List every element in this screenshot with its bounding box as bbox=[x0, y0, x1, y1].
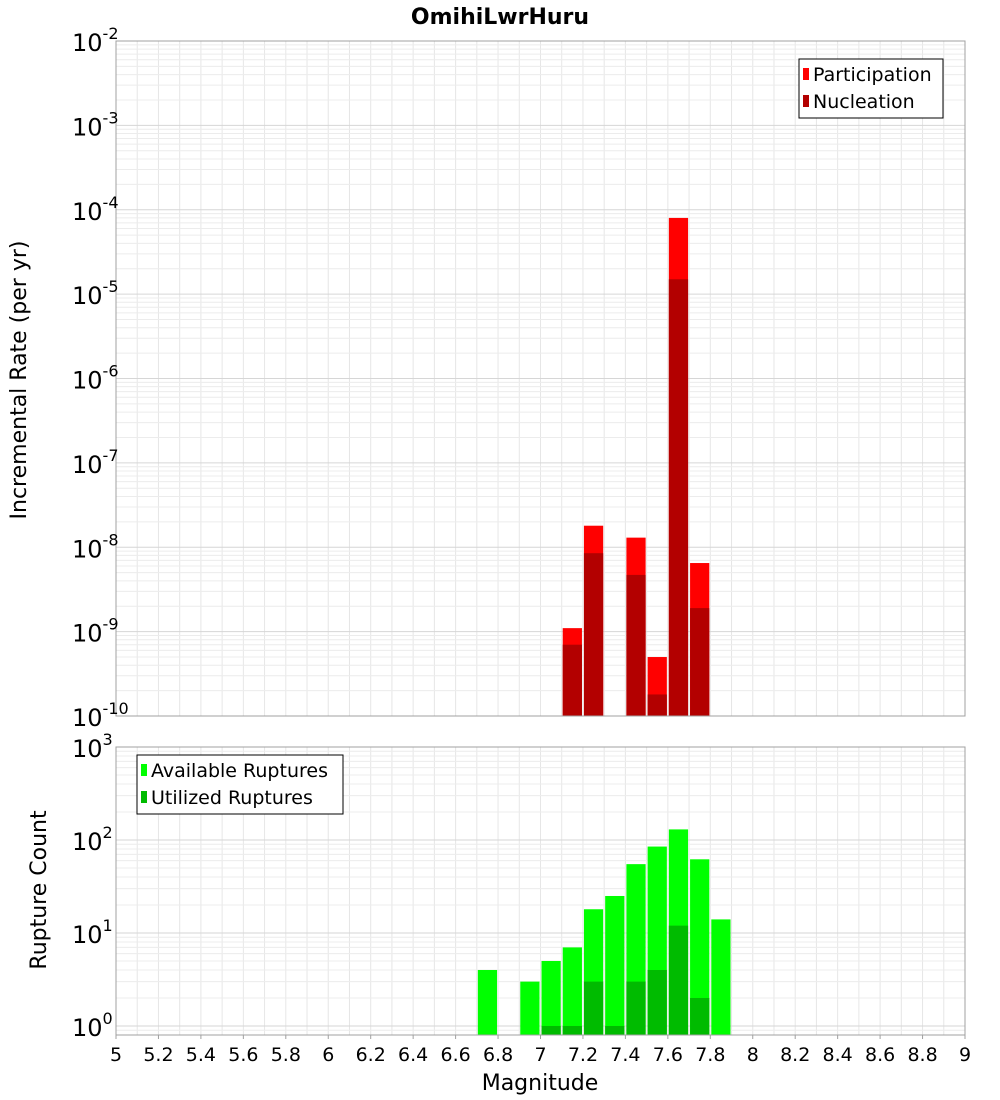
bottom-bar-utilized-ruptures bbox=[690, 997, 710, 1035]
bottom-bar-utilized-ruptures bbox=[562, 1025, 582, 1035]
bottom-y-tick-exponent: 0 bbox=[103, 1009, 113, 1028]
top-plot-border bbox=[115, 40, 966, 717]
x-tick-label: 5 bbox=[110, 1044, 122, 1066]
top-plot-area bbox=[115, 40, 966, 717]
top-y-tick-label: 10-10 bbox=[72, 699, 129, 732]
x-tick-label: 8.4 bbox=[823, 1044, 853, 1066]
x-tick-label: 5.8 bbox=[271, 1044, 301, 1066]
bottom-legend-box bbox=[136, 754, 344, 815]
top-legend-swatch bbox=[803, 68, 809, 80]
top-y-tick-exponent: -10 bbox=[103, 699, 129, 718]
top-legend-box bbox=[798, 58, 944, 119]
bottom-bar-utilized-ruptures bbox=[647, 969, 667, 1035]
x-tick-label: 8.6 bbox=[865, 1044, 895, 1066]
top-legend-label: Nucleation bbox=[813, 91, 915, 113]
bottom-y-tick-label: 102 bbox=[72, 823, 113, 856]
bottom-y-tick-label: 101 bbox=[72, 916, 113, 949]
x-tick-label: 7.8 bbox=[695, 1044, 725, 1066]
top-legend-label: Participation bbox=[813, 64, 932, 86]
top-y-tick-exponent: -6 bbox=[103, 362, 119, 381]
bottom-y-tick-exponent: 3 bbox=[103, 730, 113, 749]
bottom-legend-swatch bbox=[141, 791, 147, 803]
x-tick-label: 6.2 bbox=[356, 1044, 386, 1066]
bottom-y-tick-exponent: 1 bbox=[103, 916, 113, 935]
x-tick-label: 7.6 bbox=[653, 1044, 683, 1066]
top-legend-swatch bbox=[803, 95, 809, 107]
bottom-bar-available-ruptures bbox=[541, 960, 561, 1035]
x-axis-label: Magnitude bbox=[482, 1071, 599, 1096]
top-bar-nucleation bbox=[690, 608, 710, 716]
bottom-bar-available-ruptures bbox=[477, 969, 498, 1035]
bottom-legend-swatch bbox=[141, 764, 147, 776]
x-tick-label: 9 bbox=[959, 1044, 971, 1066]
top-y-tick-exponent: -9 bbox=[103, 615, 119, 634]
x-tick-label: 8.8 bbox=[907, 1044, 937, 1066]
top-y-tick-label: 10-6 bbox=[72, 362, 119, 395]
top-y-tick-exponent: -4 bbox=[103, 193, 119, 212]
bottom-y-tick-label: 100 bbox=[72, 1009, 113, 1042]
x-tick-label: 8 bbox=[747, 1044, 759, 1066]
bottom-bar-utilized-ruptures bbox=[541, 1025, 561, 1035]
top-y-tick-label: 10-8 bbox=[72, 530, 119, 563]
top-y-tick-label: 10-2 bbox=[72, 24, 119, 57]
bottom-bar-utilized-ruptures bbox=[605, 1025, 625, 1035]
x-tick-label: 8.2 bbox=[780, 1044, 810, 1066]
x-tick-label: 5.4 bbox=[186, 1044, 216, 1066]
x-tick-label: 7.4 bbox=[610, 1044, 640, 1066]
x-tick-label: 7.2 bbox=[568, 1044, 598, 1066]
chart-title: OmihiLwrHuru bbox=[411, 5, 589, 30]
top-y-tick-exponent: -2 bbox=[103, 24, 119, 43]
top-y-axis-label: Incremental Rate (per yr) bbox=[7, 241, 32, 520]
top-bar-nucleation bbox=[668, 279, 689, 716]
bottom-legend-label: Utilized Ruptures bbox=[151, 787, 313, 809]
top-y-tick-label: 10-9 bbox=[72, 615, 119, 648]
top-legend: Participation Nucleation bbox=[798, 58, 944, 119]
top-y-tick-label: 10-7 bbox=[72, 446, 119, 479]
bottom-bar-available-ruptures bbox=[711, 919, 731, 1035]
bottom-bar-utilized-ruptures bbox=[668, 925, 689, 1035]
bottom-bar-utilized-ruptures bbox=[626, 981, 646, 1035]
bottom-y-tick-label: 103 bbox=[72, 730, 113, 763]
bottom-bar-utilized-ruptures bbox=[583, 981, 604, 1035]
x-tick-label: 6.6 bbox=[440, 1044, 470, 1066]
bottom-bar-available-ruptures bbox=[690, 859, 710, 1035]
x-tick-label: 6.8 bbox=[483, 1044, 513, 1066]
top-y-tick-label: 10-5 bbox=[72, 277, 119, 310]
bottom-bar-available-ruptures bbox=[605, 895, 625, 1035]
top-y-tick-exponent: -5 bbox=[103, 277, 119, 296]
bottom-bar-available-ruptures bbox=[520, 981, 540, 1035]
bottom-y-axis-label: Rupture Count bbox=[27, 810, 52, 970]
top-y-tick-label: 10-3 bbox=[72, 108, 119, 141]
top-bar-nucleation bbox=[647, 694, 667, 716]
x-tick-label: 5.6 bbox=[228, 1044, 258, 1066]
bottom-legend-label: Available Ruptures bbox=[151, 760, 328, 782]
top-y-tick-exponent: -3 bbox=[103, 108, 119, 127]
x-tick-label: 5.2 bbox=[143, 1044, 173, 1066]
top-bar-nucleation bbox=[583, 553, 604, 716]
bottom-y-tick-exponent: 2 bbox=[103, 823, 113, 842]
top-y-tick-exponent: -8 bbox=[103, 530, 119, 549]
bottom-bar-available-ruptures bbox=[562, 947, 582, 1035]
x-tick-label: 7 bbox=[534, 1044, 546, 1066]
x-tick-label: 6.4 bbox=[398, 1044, 428, 1066]
top-bar-nucleation bbox=[626, 574, 646, 716]
top-y-tick-exponent: -7 bbox=[103, 446, 119, 465]
top-bar-nucleation bbox=[562, 644, 582, 716]
x-tick-label: 6 bbox=[322, 1044, 334, 1066]
bottom-legend: Available Ruptures Utilized Ruptures bbox=[136, 754, 344, 815]
top-y-tick-label: 10-4 bbox=[72, 193, 119, 226]
